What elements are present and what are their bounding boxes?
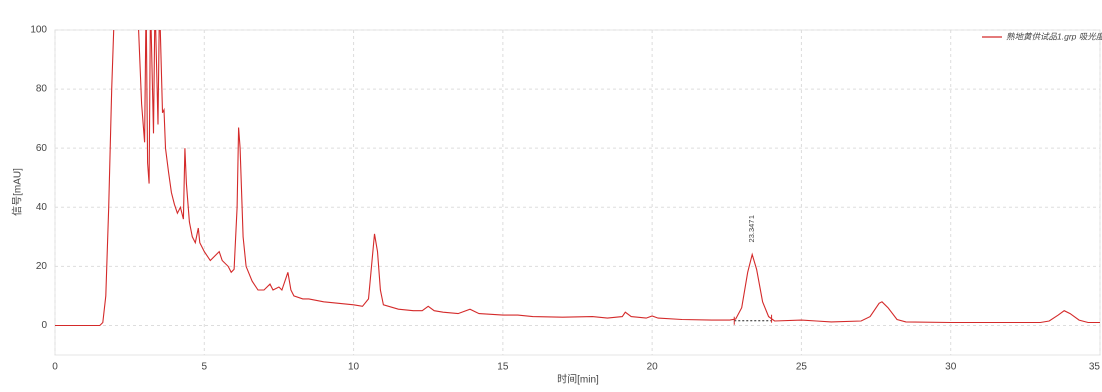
y-tick-label: 40 <box>36 202 48 213</box>
y-tick-label: 60 <box>36 143 48 154</box>
x-tick-label: 0 <box>52 362 58 373</box>
x-tick-label: 25 <box>796 362 808 373</box>
x-tick-label: 35 <box>1089 362 1101 373</box>
plot-frame <box>54 29 1101 356</box>
legend-label: 熟地黄供试品1.grp 吸光度 <box>1006 31 1102 41</box>
y-tick-label: 80 <box>36 84 48 95</box>
x-tick-label: 30 <box>945 362 957 373</box>
y-tick-label: 20 <box>36 261 48 272</box>
x-axis-title: 时间[min] <box>557 373 599 386</box>
x-tick-label: 10 <box>348 362 360 373</box>
plot-area <box>55 30 1100 327</box>
peak-time: 23.347 <box>747 220 756 243</box>
x-tick-label: 15 <box>497 362 509 373</box>
y-tick-label: 0 <box>41 320 47 331</box>
y-axis-title: 信号[mAU] <box>12 168 24 216</box>
signal-line <box>55 30 1100 327</box>
x-tick-label: 5 <box>202 362 208 373</box>
x-tick-label: 20 <box>647 362 659 373</box>
peak-number: 1 <box>747 215 756 219</box>
y-tick-label: 100 <box>30 25 47 36</box>
